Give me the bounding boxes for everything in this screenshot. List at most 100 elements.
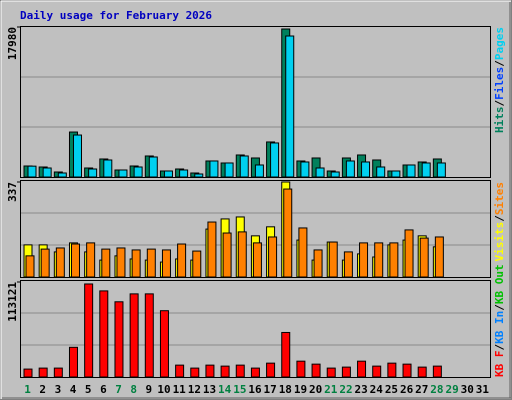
bar: [118, 169, 128, 178]
x-tick-label: 18: [279, 383, 292, 396]
bar: [374, 242, 384, 278]
bar: [357, 360, 367, 378]
y-tick-label: 17980: [6, 27, 19, 60]
bar: [144, 293, 154, 378]
x-tick-label: 31: [476, 383, 490, 396]
bar: [177, 243, 187, 278]
bar: [146, 248, 156, 278]
x-tick-label: 27: [415, 383, 428, 396]
legend-sep: /: [493, 344, 506, 351]
bar: [101, 248, 111, 278]
x-tick-label: 20: [309, 383, 322, 396]
chart-title: Daily usage for February 2026: [20, 9, 212, 22]
x-tick-label: 26: [400, 383, 414, 396]
bar: [220, 365, 230, 378]
bar: [133, 166, 143, 178]
x-tick-label: 8: [130, 383, 137, 396]
x-tick-label: 15: [233, 383, 246, 396]
legend-entry: Visits: [493, 222, 506, 262]
bar: [192, 250, 202, 278]
x-tick-label: 7: [115, 383, 122, 396]
x-tick-label: 17: [264, 383, 277, 396]
bar: [88, 168, 98, 178]
x-tick-label: 22: [339, 383, 352, 396]
bar: [266, 362, 276, 378]
bar: [404, 229, 414, 278]
bar: [207, 221, 217, 278]
bar: [99, 290, 109, 378]
x-tick-label: 23: [355, 383, 368, 396]
bar: [252, 242, 262, 278]
bar: [345, 160, 355, 178]
legend-entry: Sites: [493, 182, 506, 215]
bar: [55, 247, 65, 278]
plot-frame: [20, 26, 491, 178]
x-tick-label: 28: [430, 383, 443, 396]
bar: [326, 367, 336, 378]
bar: [148, 156, 158, 178]
bar: [70, 243, 80, 278]
plot-frame: [20, 280, 491, 378]
x-tick-label: 19: [294, 383, 307, 396]
x-tick-label: 12: [188, 383, 201, 396]
legend-entry: Hits: [493, 107, 506, 134]
legend-entry: KB F: [493, 351, 506, 378]
legend-sep: /: [493, 304, 506, 311]
bar: [330, 171, 340, 178]
y-tick-label: 337: [6, 182, 19, 202]
bar: [235, 364, 245, 378]
x-tick-label: 25: [385, 383, 398, 396]
legend-entry: Files: [493, 67, 506, 100]
bar: [103, 159, 113, 178]
bar: [387, 362, 397, 378]
bar: [402, 363, 412, 378]
bar: [432, 365, 442, 378]
x-tick-label: 21: [324, 383, 338, 396]
bar: [417, 366, 427, 378]
bar: [40, 248, 50, 278]
bar: [359, 242, 369, 278]
legend: KB F/KB In/KB Out: [493, 264, 506, 377]
bar: [436, 162, 446, 178]
x-tick-label: 16: [248, 383, 262, 396]
bar: [254, 164, 264, 178]
legend: Visits/Sites: [493, 182, 506, 262]
bar: [283, 188, 293, 278]
bar: [419, 237, 429, 278]
bar: [179, 169, 189, 178]
bar: [161, 249, 171, 278]
bar: [84, 283, 94, 378]
bar: [131, 249, 141, 278]
bar: [72, 134, 82, 178]
bar: [175, 364, 185, 378]
bar: [268, 236, 278, 278]
x-tick-label: 14: [218, 383, 232, 396]
bar: [114, 301, 124, 378]
bar: [298, 227, 308, 278]
bar: [328, 241, 338, 278]
x-tick-label: 4: [70, 383, 77, 396]
bar: [361, 161, 371, 178]
x-tick-label: 1: [24, 383, 31, 396]
bar: [86, 242, 96, 278]
bar: [421, 162, 431, 178]
bar: [27, 165, 37, 178]
bar: [116, 247, 126, 278]
bar: [270, 142, 280, 178]
bar: [406, 164, 416, 178]
bar: [53, 367, 63, 378]
legend: Hits/Files/Pages: [493, 27, 506, 133]
bar: [222, 232, 232, 278]
bar: [315, 167, 325, 178]
bar: [23, 368, 33, 378]
bar: [341, 366, 351, 378]
x-tick-label: 24: [370, 383, 384, 396]
bar: [311, 363, 321, 378]
bar: [209, 160, 219, 178]
bar: [250, 367, 260, 378]
legend-entry: Pages: [493, 27, 506, 60]
bar: [194, 173, 204, 178]
x-tick-label: 3: [55, 383, 62, 396]
bar: [68, 346, 78, 378]
